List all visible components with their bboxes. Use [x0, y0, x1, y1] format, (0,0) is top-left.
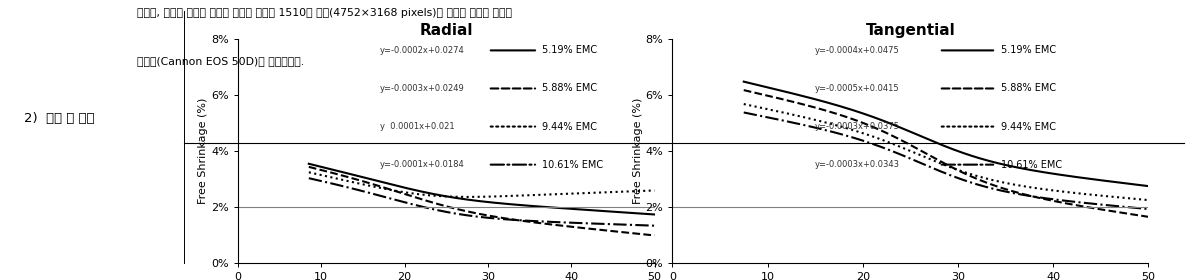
- Text: y  0.0001x+0.021: y 0.0001x+0.021: [380, 122, 455, 131]
- Text: 5.88% EMC: 5.88% EMC: [543, 83, 597, 94]
- Title: Tangential: Tangential: [865, 23, 956, 38]
- Text: y=-0.0004x+0.0475: y=-0.0004x+0.0475: [815, 46, 900, 55]
- Text: 5.19% EMC: 5.19% EMC: [543, 45, 597, 55]
- Text: 5.88% EMC: 5.88% EMC: [1001, 83, 1056, 94]
- Text: 카메라(Cannon EOS 50D)를 이용하였다.: 카메라(Cannon EOS 50D)를 이용하였다.: [137, 56, 303, 66]
- Text: y=-0.0003x+0.0375: y=-0.0003x+0.0375: [815, 122, 900, 131]
- Text: 9.44% EMC: 9.44% EMC: [1001, 122, 1056, 132]
- Text: y=-0.0002x+0.0274: y=-0.0002x+0.0274: [380, 46, 464, 55]
- Text: 지으며, 동시에 디지털 이미지 분석을 위하여 1510만 화소(4752×3168 pixels)의 측정이 가능한 디지털: 지으며, 동시에 디지털 이미지 분석을 위하여 1510만 화소(4752×3…: [137, 8, 512, 18]
- Text: 5.19% EMC: 5.19% EMC: [1001, 45, 1056, 55]
- Text: 10.61% EMC: 10.61% EMC: [543, 160, 603, 170]
- Text: 10.61% EMC: 10.61% EMC: [1001, 160, 1061, 170]
- Text: y=-0.0003x+0.0249: y=-0.0003x+0.0249: [380, 84, 464, 93]
- Y-axis label: Free Shrinkage (%): Free Shrinkage (%): [199, 98, 208, 204]
- Text: 9.44% EMC: 9.44% EMC: [543, 122, 597, 132]
- Text: y=-0.0001x+0.0184: y=-0.0001x+0.0184: [380, 160, 464, 169]
- Text: y=-0.0003x+0.0343: y=-0.0003x+0.0343: [815, 160, 900, 169]
- Title: Radial: Radial: [420, 23, 472, 38]
- Text: 2)  결과 및 토의: 2) 결과 및 토의: [24, 112, 94, 125]
- Y-axis label: Free Shrinkage (%): Free Shrinkage (%): [633, 98, 643, 204]
- Text: y=-0.0005x+0.0415: y=-0.0005x+0.0415: [815, 84, 900, 93]
